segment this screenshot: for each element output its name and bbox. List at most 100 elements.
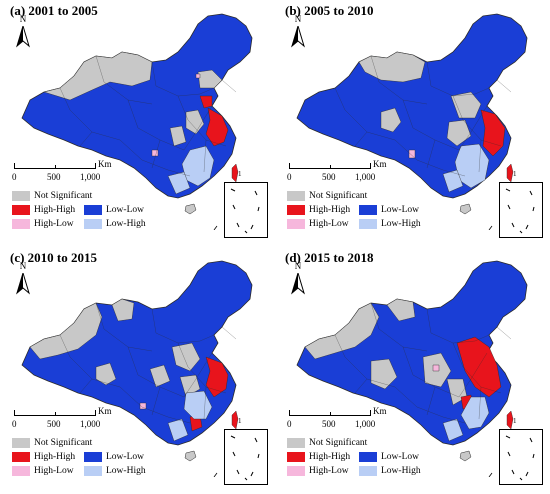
legend-swatch: [287, 191, 305, 201]
south-china-sea-inset: [224, 429, 268, 485]
map-panel-c: (c) 2010 to 2015 N Km 0 500 1,000 Not Signifi…: [0, 247, 275, 494]
legend-label: Low-High: [106, 465, 146, 477]
region-high-low: [433, 365, 439, 371]
legend-label: Not Significant: [34, 190, 92, 202]
legend-label: High-Low: [309, 465, 349, 477]
hainan-island: [185, 204, 196, 214]
legend-swatch: [287, 438, 305, 448]
scale-bar: Km 0 500 1,000: [285, 410, 385, 432]
province-boundary: [222, 327, 236, 339]
province-boundary: [497, 80, 511, 92]
legend: Not Significant High-High Low-Low High-Low L…: [12, 437, 172, 492]
north-arrow-icon: N: [291, 26, 305, 48]
legend-label: High-High: [34, 451, 75, 463]
legend-swatch: [84, 466, 102, 476]
hainan-island: [185, 451, 196, 461]
island-label: 1: [238, 170, 242, 178]
map-mark: [214, 226, 217, 230]
legend-label: High-High: [34, 204, 75, 216]
legend-label: High-High: [309, 204, 350, 216]
legend: Not Significant High-High Low-Low High-Low L…: [287, 190, 447, 245]
legend-swatch: [287, 219, 305, 229]
scale-tick: 1,000: [355, 172, 375, 182]
legend-swatch: [84, 205, 102, 215]
south-china-sea-inset: [499, 182, 543, 238]
scale-bar-mid: [330, 165, 331, 169]
map-mark: [489, 226, 492, 230]
hainan-island: [460, 204, 471, 214]
legend-label: High-Low: [34, 465, 74, 477]
scale-tick: 0: [287, 419, 292, 429]
legend: Not Significant High-High Low-Low High-Low L…: [287, 437, 447, 492]
map-mark: [489, 473, 492, 477]
scale-unit: Km: [373, 159, 387, 169]
legend-swatch: [84, 219, 102, 229]
legend-label: High-Low: [34, 218, 74, 230]
map-panel-a: (a) 2001 to 2005 N Km 0 500 1,000 Not Signifi…: [0, 0, 275, 247]
scale-tick: 0: [12, 172, 17, 182]
scale-tick: 500: [47, 172, 61, 182]
legend-label: Low-Low: [381, 451, 419, 463]
island-label: 1: [513, 417, 517, 425]
map-panel-d: (d) 2015 to 2018 N Km 0 500 1,000 Not Signifi…: [275, 247, 550, 494]
legend-swatch: [287, 466, 305, 476]
scale-unit: Km: [98, 406, 112, 416]
legend-label: Low-Low: [106, 204, 144, 216]
legend: Not Significant High-High Low-Low High-Low L…: [12, 190, 172, 245]
legend-label: High-Low: [309, 218, 349, 230]
scale-bar-mid: [55, 165, 56, 169]
legend-swatch: [12, 191, 30, 201]
region-high-low: [196, 74, 200, 78]
south-china-sea-inset: [224, 182, 268, 238]
scale-bar: Km 0 500 1,000: [10, 163, 110, 185]
map-mark: [214, 473, 217, 477]
legend-label: Low-High: [381, 218, 421, 230]
province-boundary: [222, 80, 236, 92]
legend-label: Low-High: [381, 465, 421, 477]
north-label: N: [16, 261, 30, 271]
scale-tick: 1,000: [80, 419, 100, 429]
north-label: N: [291, 261, 305, 271]
scale-tick: 1,000: [80, 172, 100, 182]
legend-swatch: [287, 205, 305, 215]
region-high-low: [152, 150, 158, 156]
north-arrow-icon: N: [291, 273, 305, 295]
scale-tick: 500: [322, 419, 336, 429]
scale-tick: 1,000: [355, 419, 375, 429]
legend-swatch: [287, 452, 305, 462]
legend-swatch: [12, 205, 30, 215]
legend-swatch: [359, 205, 377, 215]
scale-bar-mid: [55, 412, 56, 416]
scale-tick: 0: [12, 419, 17, 429]
north-label: N: [291, 14, 305, 24]
legend-label: Not Significant: [34, 437, 92, 449]
south-china-sea-inset: [499, 429, 543, 485]
region-high-low: [409, 150, 415, 158]
legend-label: Low-Low: [106, 451, 144, 463]
legend-swatch: [359, 466, 377, 476]
legend-swatch: [12, 438, 30, 448]
legend-swatch: [12, 466, 30, 476]
legend-label: Not Significant: [309, 437, 367, 449]
legend-label: High-High: [309, 451, 350, 463]
legend-label: Low-High: [106, 218, 146, 230]
north-arrow-icon: N: [16, 273, 30, 295]
north-label: N: [16, 14, 30, 24]
map-panel-b: (b) 2005 to 2010 N Km 0 500 1,000 Not Signifi…: [275, 0, 550, 247]
scale-unit: Km: [98, 159, 112, 169]
scale-bar-mid: [330, 412, 331, 416]
legend-swatch: [12, 452, 30, 462]
province-boundary: [497, 327, 511, 339]
legend-swatch: [84, 452, 102, 462]
scale-tick: 0: [287, 172, 292, 182]
legend-swatch: [12, 219, 30, 229]
legend-swatch: [359, 219, 377, 229]
legend-label: Not Significant: [309, 190, 367, 202]
north-arrow-icon: N: [16, 26, 30, 48]
hainan-island: [460, 451, 471, 461]
scale-bar: Km 0 500 1,000: [285, 163, 385, 185]
scale-bar: Km 0 500 1,000: [10, 410, 110, 432]
scale-unit: Km: [373, 406, 387, 416]
legend-swatch: [359, 452, 377, 462]
island-label: 1: [238, 417, 242, 425]
